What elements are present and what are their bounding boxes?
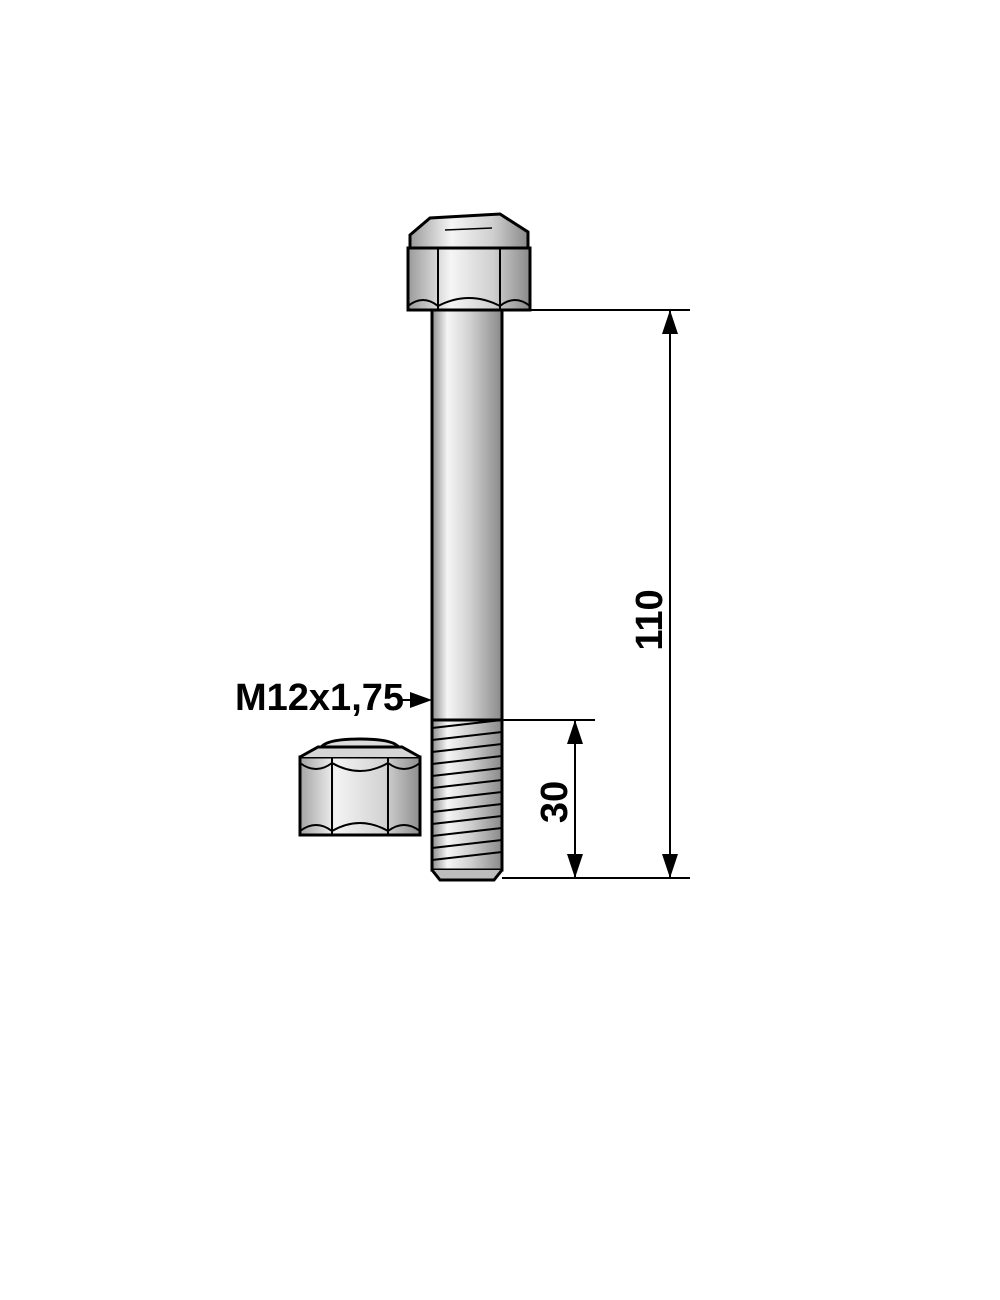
bolt-thread — [432, 720, 502, 880]
thread-spec-label: M12x1,75 — [235, 677, 404, 719]
dimension-thread-length-label: 30 — [534, 781, 576, 823]
bolt — [408, 214, 530, 880]
lock-nut — [300, 739, 420, 835]
thread-callout: M12x1,75 — [235, 677, 432, 719]
bolt-shaft — [432, 310, 502, 720]
bolt-diagram-svg: 110 30 M12x1,75 — [0, 0, 1000, 1300]
dimension-thread-length: 30 — [534, 720, 583, 878]
bolt-head — [408, 214, 530, 310]
dimension-total-length-label: 110 — [629, 589, 671, 650]
dimension-total-length: 110 — [629, 310, 678, 878]
diagram-stage: 110 30 M12x1,75 — [0, 0, 1000, 1300]
